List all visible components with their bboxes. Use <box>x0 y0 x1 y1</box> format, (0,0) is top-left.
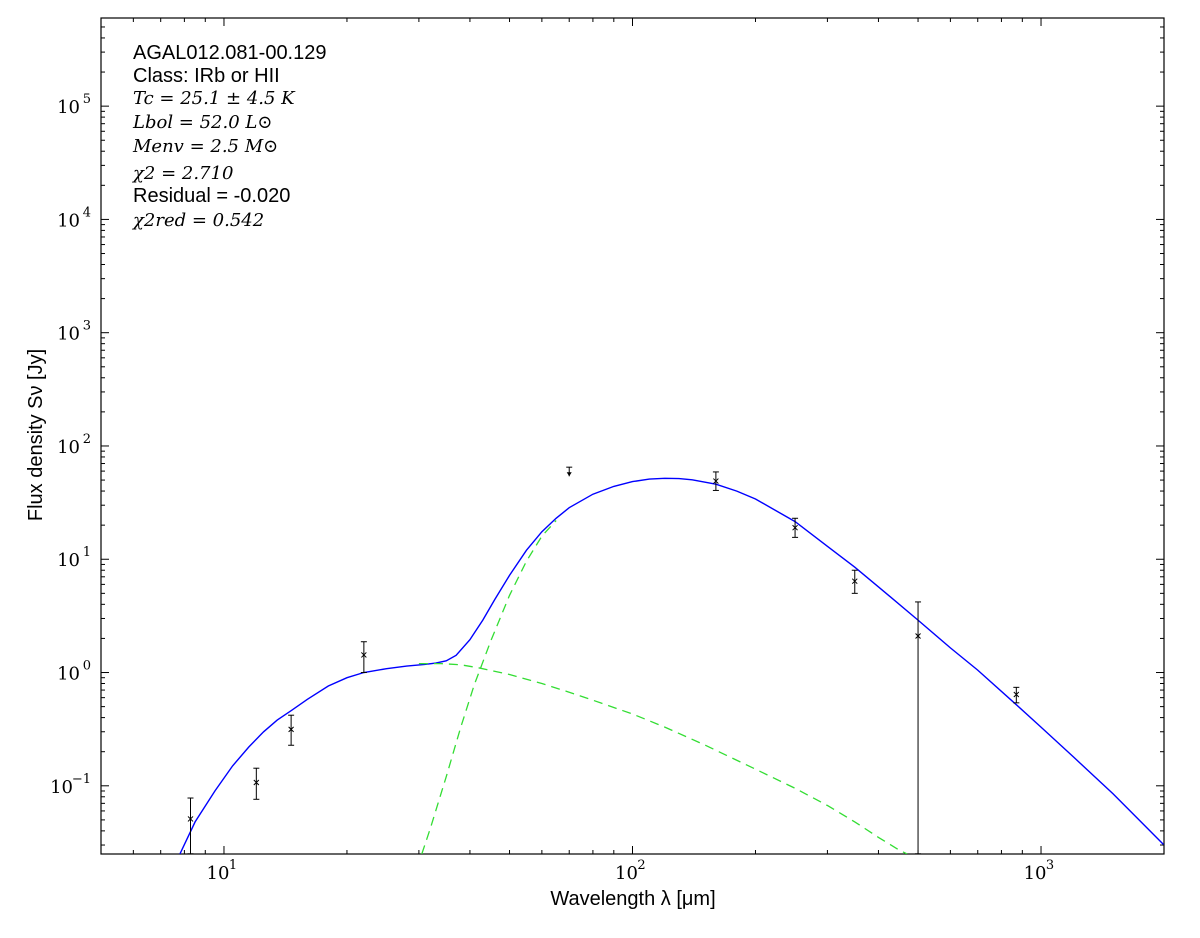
y-tick-label-exponent: 5 <box>83 92 91 107</box>
y-tick-label: 10 <box>57 550 80 571</box>
data-marker <box>713 478 719 484</box>
data-points <box>187 466 1020 854</box>
luminosity-annotation: Lbol = 52.0 L⊙ <box>132 112 272 133</box>
y-tick-label: 10 <box>57 664 80 685</box>
data-point-8 <box>915 601 922 854</box>
data-point-7 <box>851 569 858 594</box>
residual-annotation: Residual = -0.020 <box>133 185 290 207</box>
data-marker <box>851 578 858 585</box>
temperature-annotation: Tc = 25.1 ± 4.5 K <box>133 88 296 109</box>
x-tick-label-exponent: 3 <box>1046 858 1054 873</box>
mass-annotation: Menv = 2.5 M⊙ <box>132 136 278 157</box>
x-tick-label: 10 <box>615 863 638 884</box>
class-annotation: Class: IRb or HII <box>133 65 280 87</box>
annotation-box: AGAL012.081-00.129 Class: IRb or HII Tc … <box>131 42 327 231</box>
data-point-1 <box>253 767 260 800</box>
x-axis: 10 1 10 2 10 3 <box>100 18 1165 884</box>
data-point-3 <box>360 641 367 674</box>
data-marker <box>1013 691 1020 698</box>
x-tick-label-exponent: 2 <box>637 858 645 873</box>
x-tick-label-exponent: 1 <box>229 858 237 873</box>
y-tick-label-exponent: 1 <box>83 545 91 560</box>
data-marker <box>288 726 294 733</box>
data-marker <box>915 633 921 639</box>
component-curve-1 <box>421 520 557 854</box>
x-tick-label: 10 <box>207 863 230 884</box>
source-name-annotation: AGAL012.081-00.129 <box>133 42 327 64</box>
y-tick-label: 10 <box>57 437 80 458</box>
y-tick-label: 10 <box>57 324 80 345</box>
chi-squared-annotation: χ2 = 2.710 <box>131 163 233 184</box>
y-tick-label-exponent: 4 <box>83 205 91 220</box>
y-tick-label: 10 <box>57 97 80 118</box>
upper-limit-arrow <box>566 472 572 477</box>
data-marker <box>253 779 260 786</box>
data-marker <box>361 652 367 658</box>
component-curve-2 <box>418 662 908 854</box>
y-axis-label: Flux density Sν [Jy] <box>25 349 47 521</box>
data-point-6 <box>792 517 799 538</box>
data-point-2 <box>288 714 295 746</box>
data-marker <box>187 816 194 822</box>
x-axis-label: Wavelength λ [μm] <box>550 888 715 910</box>
y-tick-label: 10 <box>57 210 80 231</box>
total-fit-curve <box>179 477 1164 854</box>
reduced-chi-squared-annotation: χ2red = 0.542 <box>131 210 264 231</box>
y-tick-label-exponent: 3 <box>83 319 91 334</box>
x-tick-label: 10 <box>1024 863 1047 884</box>
y-tick-label: 10 <box>50 777 73 798</box>
data-point-0 <box>187 797 194 854</box>
data-point-4 <box>566 466 573 477</box>
fit-curves <box>179 477 1164 854</box>
y-tick-label-exponent: 2 <box>83 432 91 447</box>
y-tick-label-exponent: 0 <box>83 659 91 674</box>
data-point-9 <box>1013 686 1020 704</box>
data-marker <box>792 524 798 531</box>
data-point-5 <box>712 471 719 491</box>
y-tick-label-exponent: −1 <box>72 772 91 787</box>
